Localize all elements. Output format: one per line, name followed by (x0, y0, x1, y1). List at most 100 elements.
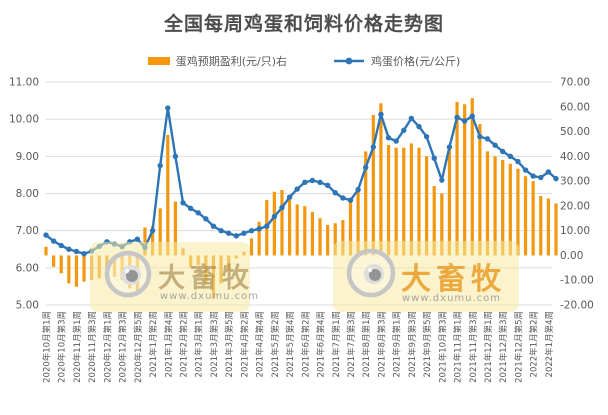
x-axis-label: 2021年1月第4周 (163, 311, 174, 377)
watermark-url-text: www.dxumu.com (402, 293, 501, 304)
profit-bar (478, 124, 482, 256)
left-axis: 11.00 10.00 9.00 8.00 7.00 6.00 5.00 (9, 77, 39, 312)
price-marker (172, 153, 179, 160)
profit-bar (402, 147, 406, 256)
bar-swatch-icon (147, 57, 170, 65)
price-marker (271, 213, 278, 220)
x-axis-label: 2021年5月第4周 (285, 311, 296, 377)
right-axis-tick: 10.00 (560, 225, 590, 237)
price-marker (264, 223, 270, 229)
profit-bar (485, 151, 490, 256)
price-marker (218, 227, 224, 234)
left-axis-tick: 9.00 (16, 151, 39, 163)
profit-bar (447, 146, 452, 256)
x-axis-label: 2021年12月第1周 (483, 311, 494, 383)
right-axis-tick: 0.00 (560, 250, 583, 262)
x-axis-label: 2021年1月第2周 (148, 311, 159, 377)
profit-bar (303, 206, 307, 256)
price-marker (378, 111, 384, 118)
right-axis-tick: 40.00 (560, 151, 590, 163)
profit-bar (394, 147, 398, 256)
profit-bar (348, 201, 353, 256)
price-marker (210, 223, 217, 229)
right-axis-tick: 20.00 (560, 200, 590, 212)
profit-bar (272, 191, 276, 256)
legend-profit-label: 蛋鸡预期盈利(元/只)右 (175, 55, 287, 68)
watermark-url-text: www.dxumu.com (160, 291, 259, 302)
profit-bar (523, 176, 528, 256)
x-axis-label: 2020年10月第3周 (57, 311, 68, 383)
price-marker (393, 138, 399, 144)
legend: 蛋鸡预期盈利(元/只)右 鸡蛋价格(元/公斤) (0, 53, 608, 69)
price-markers (43, 105, 559, 257)
price-marker (500, 148, 506, 155)
profit-bar (539, 195, 543, 256)
price-marker (423, 133, 430, 140)
x-axis-label: 2021年4月第2周 (239, 311, 250, 377)
price-marker (225, 230, 232, 236)
price-marker (241, 230, 247, 236)
x-axis-label: 2020年12月第5周 (133, 311, 144, 383)
price-marker (203, 216, 209, 222)
profit-bar (516, 168, 520, 256)
x-axis-label: 2020年11月第3周 (87, 311, 98, 383)
price-marker (324, 182, 331, 189)
x-axis-label: 2021年2月第2周 (179, 311, 190, 377)
price-marker (370, 144, 377, 150)
x-axis-label: 2021年3月第5周 (224, 311, 235, 377)
price-marker (134, 236, 141, 242)
price-marker (66, 246, 72, 252)
price-marker (73, 248, 80, 255)
price-marker (149, 227, 156, 234)
price-marker (408, 115, 415, 122)
profit-bar (318, 218, 322, 256)
left-axis-tick: 7.00 (16, 225, 39, 237)
profit-bar (493, 156, 497, 256)
x-axis-label: 2021年9月第3周 (407, 311, 418, 377)
x-axis-label: 2021年11月第1周 (453, 311, 464, 383)
price-marker (492, 142, 498, 148)
profit-bar (409, 143, 413, 256)
x-axis-label: 2021年10月第3周 (437, 311, 448, 383)
profit-bar (417, 147, 421, 256)
price-marker (469, 113, 475, 119)
price-marker (530, 173, 536, 179)
profit-bar (67, 255, 71, 284)
left-axis-tick: 5.00 (16, 300, 39, 312)
x-axis-label: 2021年7月第3周 (346, 311, 357, 377)
profit-bar (508, 163, 512, 256)
profit-bar (371, 114, 375, 256)
profit-bar (257, 221, 261, 256)
price-marker (545, 169, 552, 175)
profit-bar (386, 144, 391, 256)
x-axis-label: 2021年9月第1周 (392, 311, 403, 377)
price-marker (294, 186, 300, 192)
profit-bar (173, 201, 177, 256)
profit-bar (379, 103, 383, 256)
right-axis-tick: 60.00 (560, 101, 590, 113)
x-axis-label: 2021年12月第3周 (498, 311, 509, 383)
price-marker (187, 205, 194, 212)
watermark-brand-text: 大畜牧 (401, 262, 506, 297)
price-marker (180, 200, 186, 206)
x-axis-label: 2021年8月第1周 (361, 311, 372, 377)
x-axis-label: 2021年8月第3周 (376, 311, 387, 377)
price-marker (256, 226, 262, 232)
x-axis-label: 2021年12月第5周 (513, 311, 524, 383)
watermark-eye-highlight (367, 267, 373, 273)
price-marker (279, 204, 285, 211)
price-marker (431, 155, 437, 161)
x-axis-label: 2020年12月第1周 (102, 311, 113, 383)
x-axis-label: 2022年1月第2周 (529, 311, 540, 377)
price-marker (165, 105, 171, 111)
right-axis: 70.00 60.00 50.00 40.00 30.00 20.00 10.00 0.00 -… (560, 77, 594, 312)
profit-bar (440, 193, 444, 256)
profit-bar (531, 181, 535, 256)
profit-bar (59, 255, 63, 274)
x-axis-label: 2021年4月第4周 (255, 311, 266, 377)
price-marker (401, 127, 407, 134)
price-marker (477, 133, 483, 140)
